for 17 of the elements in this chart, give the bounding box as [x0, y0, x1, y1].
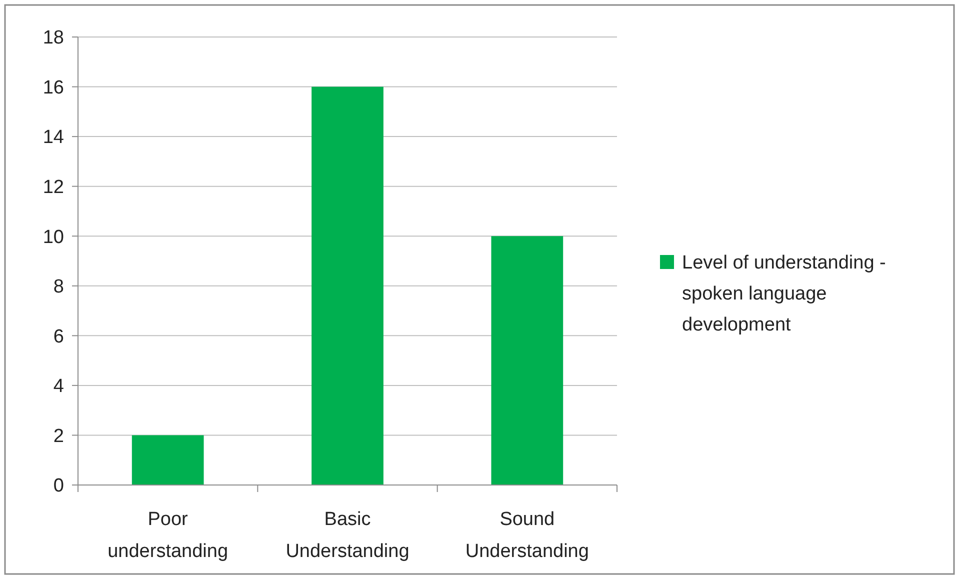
x-tick-label: Basic Understanding [286, 509, 410, 562]
bar [132, 435, 204, 485]
legend-label: Level of understanding - spoken language development [682, 252, 886, 336]
y-tick-label: 0 [53, 476, 64, 497]
y-tick-label: 16 [42, 77, 64, 98]
y-tick-label: 12 [42, 176, 64, 198]
bar [312, 86, 384, 485]
x-tick-label: Poor understanding [108, 509, 228, 562]
y-tick-label: 14 [42, 127, 64, 148]
bar [491, 236, 564, 485]
y-tick-label: 2 [53, 426, 64, 447]
x-tick-label: Sound Understanding [465, 509, 589, 562]
y-tick-label: 6 [53, 326, 64, 348]
y-tick-label: 4 [53, 376, 64, 398]
y-tick-label: 8 [53, 276, 64, 298]
y-tick-label: 18 [42, 28, 64, 49]
y-tick-label: 10 [42, 226, 64, 248]
